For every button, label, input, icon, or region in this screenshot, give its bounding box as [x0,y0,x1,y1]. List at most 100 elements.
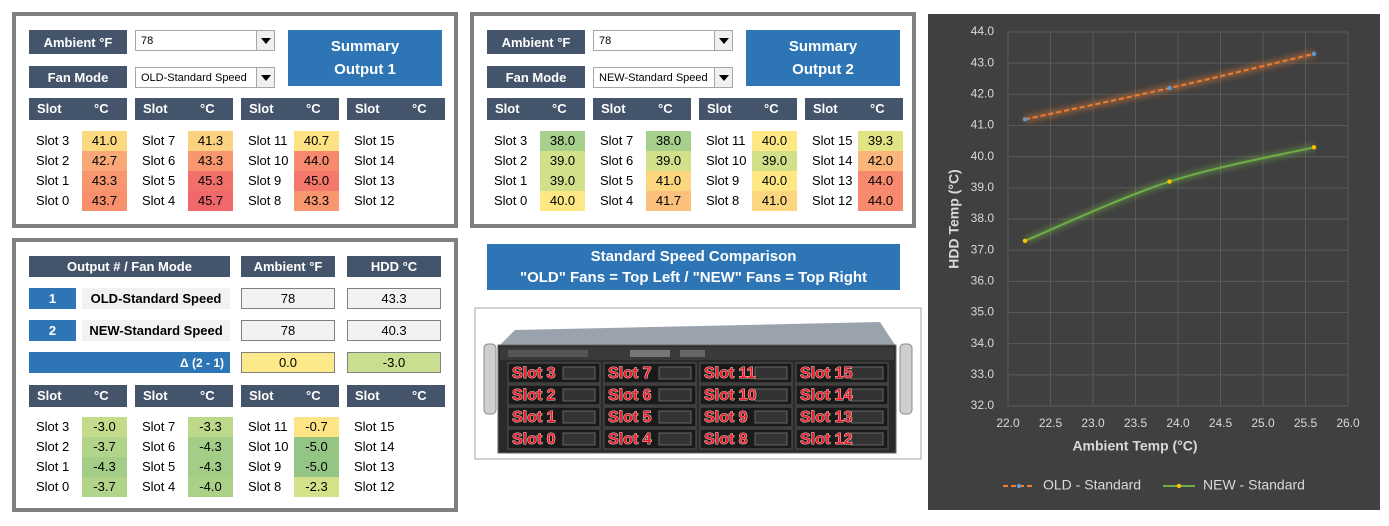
slot-name: Slot 3 [36,133,70,148]
slot-name: Slot 6 [600,153,634,168]
slot-header-label: Slot [813,101,838,116]
bay-slot-label: Slot 11 [704,365,756,382]
slot-temp-cell: 40.0 [540,191,585,211]
comparison-title-line: Standard Speed Comparison [590,248,797,265]
slot-temp-cell: 38.0 [646,131,691,151]
y-tick-label: 42.0 [971,87,995,101]
slot-name: Slot 12 [354,193,395,208]
x-tick-label: 24.5 [1209,416,1233,430]
x-tick-label: 23.0 [1081,416,1105,430]
slot-temp-cell: 42.0 [858,151,903,171]
x-tick-label: 23.5 [1124,416,1148,430]
point-marker [1167,85,1172,91]
y-tick-label: 36.0 [971,274,995,288]
summary-button[interactable]: Summary Output 2 [746,30,900,86]
slot-temp-cell: -5.0 [294,457,339,477]
slot-temp-cell: 39.0 [752,151,797,171]
slot-name: Slot 6 [142,439,176,454]
drive-latch [658,388,692,402]
legend-label: NEW - Standard [1203,477,1305,493]
slot-name: Slot 5 [600,173,634,188]
slot-header: Slot °C [29,385,127,407]
slot-temp-cell: 38.0 [540,131,585,151]
y-axis-title: HDD Temp (°C) [946,169,962,268]
slot-name: Slot 9 [248,173,282,188]
drive-latch [562,388,596,402]
control-panel-strip [508,350,588,357]
temp-header-label: °C [94,388,109,403]
slot-header-label: Slot [355,388,380,403]
ambient-dropdown[interactable]: 78 [135,30,275,51]
temp-header-label: °C [870,101,885,116]
slot-name: Slot 2 [494,153,528,168]
output-number: 1 [29,288,76,309]
slot-temp-cell: 40.0 [752,171,797,191]
temp-header-label: °C [658,101,673,116]
slot-temp-cell: 39.3 [858,131,903,151]
slot-temp-cell: 43.7 [82,191,127,211]
bay-slot-label: Slot 14 [800,387,853,404]
temp-header-label: °C [200,388,215,403]
ambient-label: Ambient °F [29,30,127,54]
comparison-title-line: "OLD" Fans = Top Left / "NEW" Fans = Top… [519,269,868,286]
slot-name: Slot 14 [354,153,395,168]
slot-name: Slot 4 [600,193,634,208]
slot-name: Slot 7 [142,419,176,434]
slot-temp-cell: -4.3 [188,457,233,477]
bay-slot-label: Slot 1 [512,409,556,426]
slot-temp-cell: -5.0 [294,437,339,457]
ambient-label: Ambient °F [487,30,585,54]
slot-name: Slot 10 [248,153,289,168]
y-tick-label: 37.0 [971,242,995,256]
delta-label: Δ (2 - 1) [29,352,230,373]
delta-hdd: -3.0 [347,352,441,373]
output-mode: NEW-Standard Speed [82,320,230,341]
x-tick-label: 25.0 [1251,416,1275,430]
slot-header-label: Slot [495,101,520,116]
slot-name: Slot 10 [248,439,289,454]
x-tick-label: 22.0 [996,416,1020,430]
bay-slot-label: Slot 4 [608,431,652,448]
legend-marker [1176,483,1182,489]
slot-temp-cell: 39.0 [540,171,585,191]
slot-name: Slot 3 [494,133,528,148]
vga-port [680,350,705,357]
summary-panel [470,12,916,228]
slot-name: Slot 13 [354,173,395,188]
slot-name: Slot 6 [142,153,176,168]
drive-latch [850,410,884,424]
slot-header: Slot °C [135,98,233,120]
slot-temp-cell: -4.3 [188,437,233,457]
drive-latch [850,388,884,402]
slot-name: Slot 2 [36,439,70,454]
temp-header-label: °C [94,101,109,116]
summary-button[interactable]: Summary Output 1 [288,30,442,86]
temp-header-label: °C [306,388,321,403]
x-tick-label: 26.0 [1336,416,1360,430]
slot-temp-cell: 43.3 [82,171,127,191]
slot-name: Slot 15 [354,419,395,434]
temp-header-label: °C [412,388,427,403]
button-line: Summary [330,38,400,55]
dropdown-arrow [256,68,274,87]
slot-temp-cell: 43.3 [294,191,339,211]
fan-mode-dropdown[interactable]: OLD-Standard Speed [135,67,275,88]
summary-panel [12,12,458,228]
slot-temp-cell: -3.7 [82,477,127,497]
slot-temp-cell: 43.3 [188,151,233,171]
slot-temp-cell: 44.0 [858,171,903,191]
temp-header-label: °C [412,101,427,116]
dropdown-arrow [256,31,274,50]
slot-name: Slot 14 [354,439,395,454]
x-axis-title: Ambient Temp (°C) [1072,438,1197,454]
slot-name: Slot 4 [142,193,176,208]
slot-temp-cell: 45.7 [188,191,233,211]
slot-name: Slot 12 [812,193,853,208]
fan-mode-dropdown[interactable]: NEW-Standard Speed [593,67,733,88]
drive-latch [850,366,884,380]
bay-slot-label: Slot 8 [704,431,748,448]
ambient-dropdown[interactable]: 78 [593,30,733,51]
dropdown-arrow [714,31,732,50]
comparison-panel [12,238,458,512]
